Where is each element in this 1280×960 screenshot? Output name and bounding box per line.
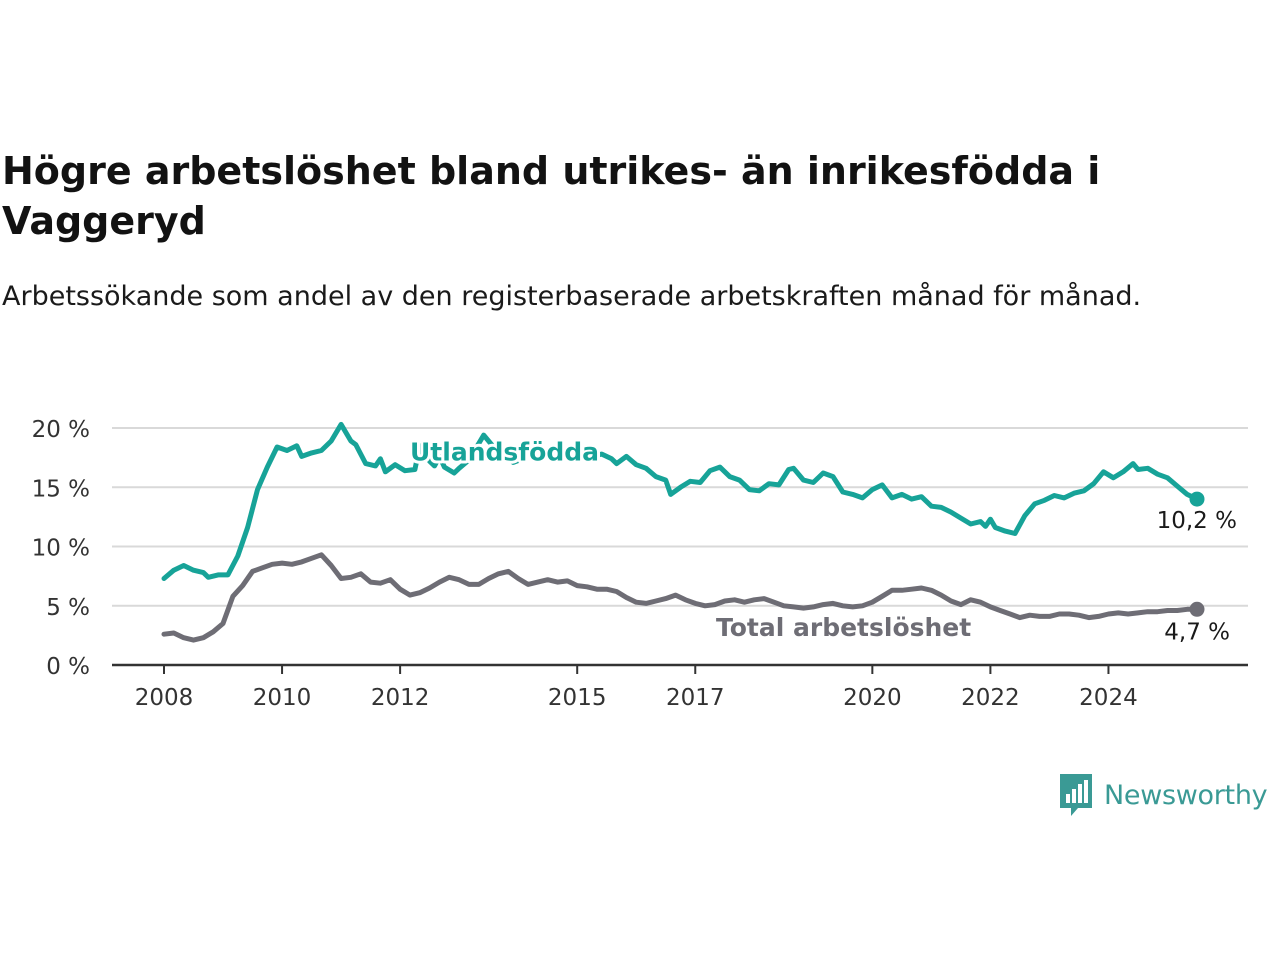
y-tick-label: 10 % (32, 536, 90, 562)
x-axis-ticks: 2008 2010 2012 2015 2017 2020 2022 2024 (135, 665, 1138, 711)
brand-name: Newsworthy (1104, 779, 1268, 811)
series-end-point-0 (1189, 491, 1205, 507)
series-name-label-total: Total arbetslöshet (716, 613, 971, 642)
y-tick-label: 20 % (32, 417, 90, 443)
end-value-label-total: 4,7 % (1164, 619, 1230, 645)
newsworthy-logo-icon (1060, 774, 1092, 816)
y-tick-label: 0 % (46, 654, 90, 680)
series-lines (161, 421, 1205, 643)
x-tick-label: 2012 (371, 685, 430, 711)
x-tick-label: 2024 (1079, 685, 1138, 711)
end-value-label-utlandsfodda: 10,2 % (1157, 508, 1237, 534)
y-tick-label: 15 % (32, 476, 90, 502)
x-tick-label: 2010 (253, 685, 312, 711)
x-tick-label: 2020 (843, 685, 902, 711)
chart-title: Högre arbetslöshet bland utrikes- än inr… (2, 149, 1101, 243)
series-name-label-utlandsfodda: Utlandsfödda (410, 438, 599, 467)
series-labels: Utlandsfödda Total arbetslöshet 10,2 % 4,7 … (407, 435, 1240, 648)
x-tick-label: 2017 (666, 685, 725, 711)
chart-subtitle: Arbetssökande som andel av den registerb… (2, 281, 1142, 312)
series-line-1 (161, 552, 1200, 643)
newsworthy-brand: Newsworthy (1058, 772, 1268, 818)
line-chart: 0 %5 %10 %15 %20 % 2008 2010 2012 2015 2017 2… (32, 417, 1248, 711)
grid-lines (112, 427, 1248, 607)
y-tick-label: 5 % (46, 595, 90, 621)
y-axis-ticks: 0 % 5 % 10 % 15 % 20 % (32, 417, 90, 680)
series-line-0 (161, 421, 1200, 581)
x-tick-label: 2015 (548, 685, 607, 711)
x-tick-label: 2008 (135, 685, 194, 711)
series-end-point-1 (1189, 601, 1205, 617)
x-tick-label: 2022 (961, 685, 1020, 711)
